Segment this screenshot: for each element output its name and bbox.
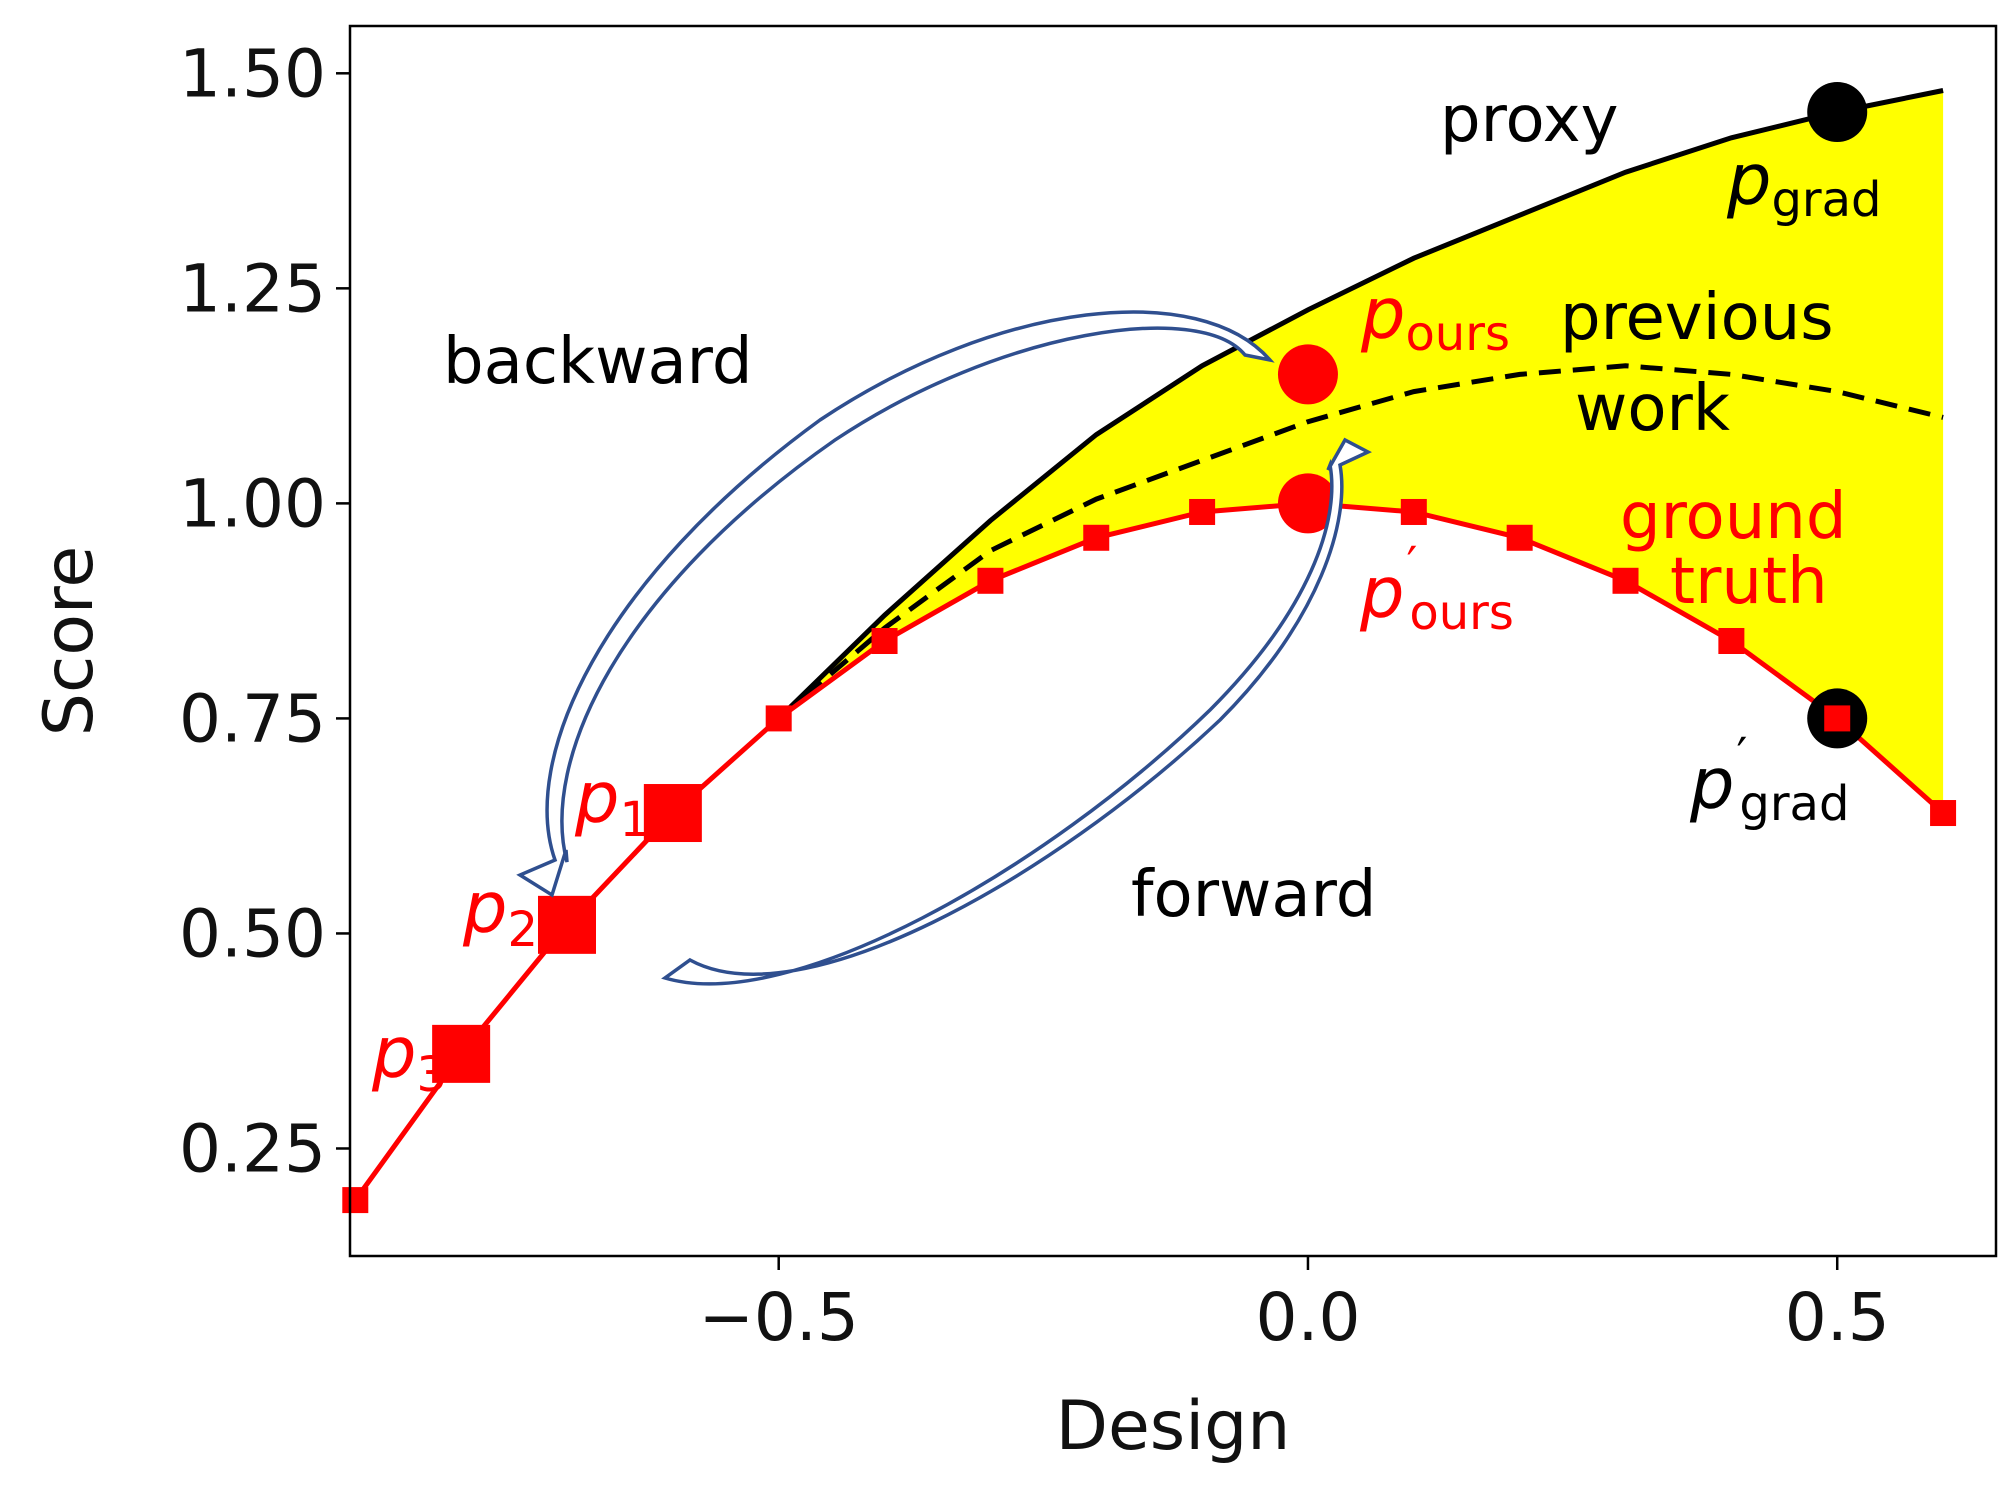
ground-truth-marker <box>765 705 792 732</box>
ground-truth-marker <box>871 628 898 654</box>
ground-truth-marker-large <box>643 784 702 843</box>
x-axis-title: Design <box>1056 1387 1291 1466</box>
series-line-previous-work <box>777 363 1944 721</box>
ground-truth-markers <box>342 490 1957 1214</box>
label-p-grad: pgrad <box>1726 139 1882 228</box>
ground-truth-marker-large <box>537 895 596 954</box>
label-truth: truth <box>1670 545 1828 619</box>
y-tick-label: 1.50 <box>179 35 326 112</box>
ground-truth-marker <box>1083 524 1110 551</box>
point-p-ours-prime <box>1277 473 1338 534</box>
ground-truth-marker <box>1189 498 1216 525</box>
label-ground: ground <box>1620 480 1846 554</box>
ground-truth-marker <box>1930 800 1957 827</box>
label-forward: forward <box>1131 858 1376 932</box>
label-p2: p2 <box>462 867 538 958</box>
label-previous: previous <box>1560 281 1834 355</box>
label-p3: p3 <box>371 1012 447 1103</box>
x-tick-label: 0.5 <box>1785 1279 1890 1356</box>
y-tick-label: 0.25 <box>179 1110 326 1187</box>
y-tick-label: 0.50 <box>179 895 326 972</box>
y-tick-label: 0.75 <box>179 680 326 757</box>
x-tick-label: −0.5 <box>699 1279 859 1356</box>
y-axis: 0.25 0.50 0.75 1.00 1.25 1.50 <box>179 35 350 1187</box>
label-p-ours-prime: p′ ours <box>1359 537 1514 641</box>
highlight-points <box>1277 82 1868 749</box>
ground-truth-marker <box>1400 498 1427 525</box>
x-axis: −0.5 0.0 0.5 <box>699 1256 1890 1356</box>
arrows <box>516 310 1372 986</box>
point-p-ours <box>1277 344 1338 405</box>
label-proxy: proxy <box>1440 83 1618 157</box>
label-work: work <box>1575 372 1730 446</box>
label-p1: p1 <box>574 757 650 848</box>
label-backward: backward <box>443 325 752 399</box>
axes-frame <box>348 24 1998 1258</box>
ground-truth-marker <box>342 1187 369 1214</box>
label-p-ours: pours <box>1360 273 1510 362</box>
point-p-grad <box>1807 82 1868 143</box>
ground-truth-marker-overlay <box>1824 705 1851 732</box>
label-p-grad-prime: p′ grad <box>1689 728 1849 832</box>
ground-truth-marker <box>1718 628 1745 654</box>
forward-arrow <box>661 437 1372 986</box>
backward-arrow <box>516 310 1275 898</box>
ground-truth-marker <box>1506 524 1533 551</box>
y-tick-label: 1.00 <box>179 465 326 542</box>
ground-truth-marker <box>977 567 1004 594</box>
x-tick-label: 0.0 <box>1255 1279 1360 1356</box>
series-line-proxy <box>776 88 1944 721</box>
ground-truth-marker-large <box>432 1024 491 1083</box>
y-tick-label: 1.25 <box>179 250 326 327</box>
ground-truth-marker <box>1612 567 1639 594</box>
y-axis-title: Score <box>30 546 109 736</box>
series-line-ground-truth <box>353 500 1945 1202</box>
